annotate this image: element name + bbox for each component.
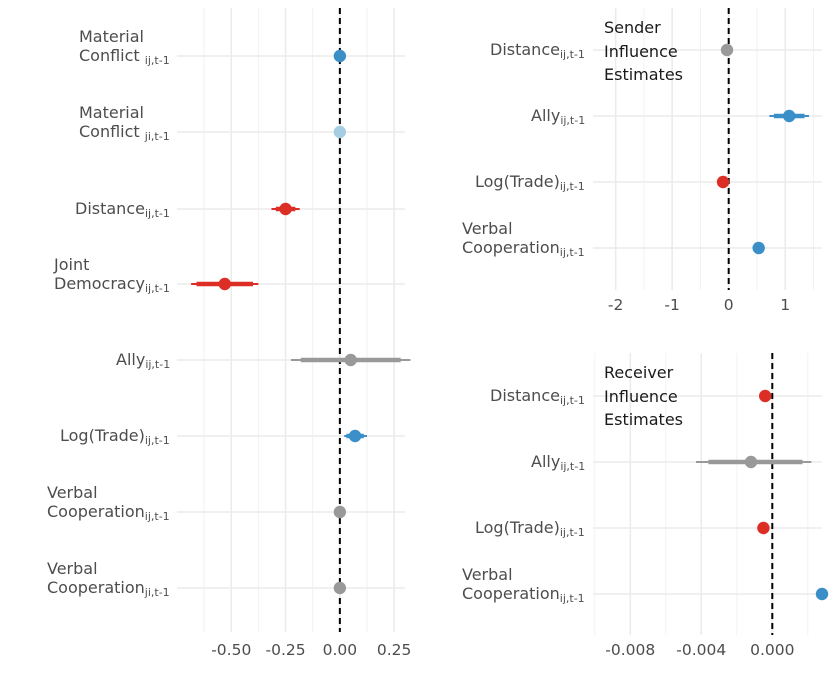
y-axis-label: Verbal Cooperationji,t-1 <box>47 559 170 599</box>
estimate-point <box>333 581 347 595</box>
x-tick-label: -0.008 <box>605 641 655 659</box>
y-axis-label: Material Conflict ij,t-1 <box>79 27 170 67</box>
y-label-text: Ally <box>116 350 146 369</box>
y-label-text: Cooperation <box>47 578 145 597</box>
estimate-point <box>348 429 362 443</box>
y-label-subscript: ij,t-1 <box>559 592 585 605</box>
y-label-text: Cooperation <box>462 584 560 603</box>
y-label-text: Verbal <box>462 565 513 584</box>
y-label-subscript: ij,t-1 <box>560 114 586 127</box>
y-axis-label: Log(Trade)ij,t-1 <box>475 172 585 193</box>
estimate-point <box>752 241 765 255</box>
annotation-line: Influence <box>604 41 678 61</box>
y-label-text: Log(Trade) <box>60 426 145 445</box>
x-tick-label: 0.000 <box>750 641 794 659</box>
panel-annotation: Receiver Influence Estimates <box>604 361 683 432</box>
y-label-text: Material <box>79 103 144 122</box>
y-axis-label: Material Conflict ji,t-1 <box>79 103 170 143</box>
estimate-point <box>720 43 734 57</box>
x-tick-label: -0.25 <box>266 641 306 659</box>
annotation-line: Estimates <box>604 65 684 84</box>
y-label-text: Verbal <box>462 219 513 238</box>
y-label-text: Conflict <box>79 46 140 65</box>
y-axis-label: Log(Trade)ij,t-1 <box>60 426 170 447</box>
y-label-text: Distance <box>490 386 560 405</box>
y-label-subscript: ij,t-1 <box>559 180 585 193</box>
y-label-text: Joint <box>54 255 90 274</box>
y-label-subscript: ij,t-1 <box>145 358 171 371</box>
y-label-text: Log(Trade) <box>475 518 560 537</box>
y-label-text: Verbal <box>47 483 98 502</box>
y-label-subscript: ji,t-1 <box>144 586 170 599</box>
y-axis-label: Joint Democracyij,t-1 <box>54 255 170 295</box>
y-axis-label: Allyij,t-1 <box>531 106 585 127</box>
panel-annotation: Sender Influence Estimates <box>604 16 683 87</box>
y-label-text: Distance <box>490 40 560 59</box>
estimate-point <box>218 277 231 291</box>
y-label-subscript: ij,t-1 <box>144 54 170 67</box>
y-label-subscript: ji,t-1 <box>144 130 170 143</box>
estimate-point <box>815 587 829 601</box>
y-label-subscript: ij,t-1 <box>560 460 586 473</box>
estimate-point <box>279 202 292 216</box>
y-label-subscript: ij,t-1 <box>144 282 170 295</box>
x-tick-label: 1 <box>780 296 790 314</box>
x-tick-label: -0.50 <box>211 641 251 659</box>
annotation-line: Receiver <box>604 363 674 382</box>
estimate-point <box>783 109 796 123</box>
y-label-text: Ally <box>531 452 561 471</box>
estimate-point <box>716 175 730 189</box>
annotation-line: Sender <box>604 18 661 37</box>
estimate-point <box>744 455 758 469</box>
y-label-text: Log(Trade) <box>475 172 560 191</box>
y-axis-label: Verbal Cooperationij,t-1 <box>462 219 585 259</box>
y-label-text: Ally <box>531 106 561 125</box>
y-axis-label: Distanceij,t-1 <box>490 40 585 61</box>
estimate-point <box>333 125 347 139</box>
y-axis-label: Allyij,t-1 <box>116 350 170 371</box>
estimate-point <box>757 521 770 535</box>
x-tick-label: -2 <box>608 296 623 314</box>
sender-panel: -2 -1 0 1 <box>593 8 822 314</box>
y-axis-label: Distanceij,t-1 <box>490 386 585 407</box>
y-label-subscript: ij,t-1 <box>559 394 585 407</box>
y-axis-label: Distanceij,t-1 <box>75 199 170 220</box>
y-label-text: Democracy <box>54 274 145 293</box>
y-axis-label: Verbal Cooperationij,t-1 <box>47 483 170 523</box>
y-label-subscript: ij,t-1 <box>559 526 585 539</box>
annotation-line: Estimates <box>604 410 684 429</box>
y-label-text: Cooperation <box>47 502 145 521</box>
estimate-point <box>344 353 357 367</box>
y-label-text: Cooperation <box>462 238 560 257</box>
y-label-subscript: ij,t-1 <box>144 434 170 447</box>
y-label-subscript: ij,t-1 <box>559 246 585 259</box>
estimate-point <box>333 505 347 519</box>
y-axis-label: Allyij,t-1 <box>531 452 585 473</box>
y-label-subscript: ij,t-1 <box>144 207 170 220</box>
left-panel: -0.50 -0.25 0.00 0.25 <box>177 8 411 659</box>
y-axis-label: Log(Trade)ij,t-1 <box>475 518 585 539</box>
y-label-text: Material <box>79 27 144 46</box>
annotation-line: Influence <box>604 386 678 406</box>
estimate-point <box>333 49 347 63</box>
estimate-point <box>758 389 772 403</box>
receiver-panel: -0.008 -0.004 0.000 <box>593 353 829 659</box>
y-label-text: Distance <box>75 199 145 218</box>
x-tick-label: -1 <box>664 296 679 314</box>
y-axis-label: Verbal Cooperationij,t-1 <box>462 565 585 605</box>
y-label-subscript: ij,t-1 <box>559 48 585 61</box>
y-label-text: Verbal <box>47 559 98 578</box>
y-label-subscript: ij,t-1 <box>144 510 170 523</box>
y-label-text: Conflict <box>79 122 140 141</box>
x-tick-label: 0 <box>724 296 734 314</box>
x-tick-label: 0.25 <box>377 641 412 659</box>
x-tick-label: 0.00 <box>323 641 358 659</box>
x-tick-label: -0.004 <box>676 641 726 659</box>
